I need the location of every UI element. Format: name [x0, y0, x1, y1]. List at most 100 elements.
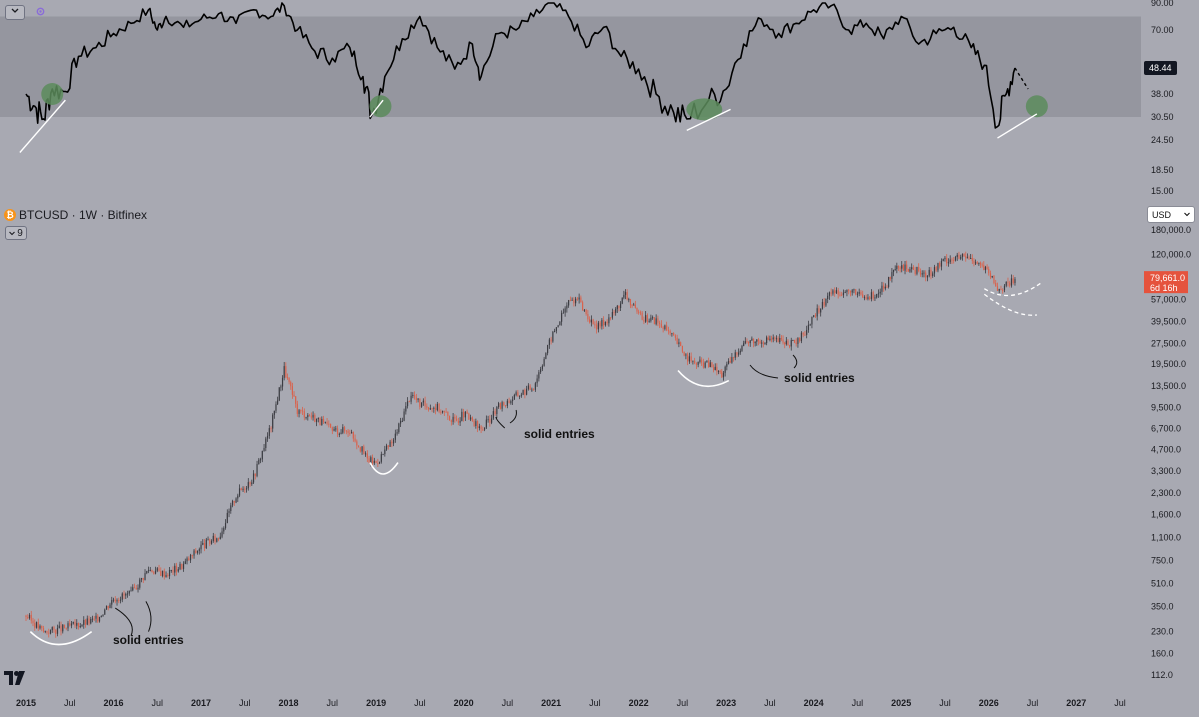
candle-body [571, 299, 573, 301]
candle-body [328, 423, 330, 425]
candle-body [464, 411, 466, 418]
candle-body [477, 421, 479, 429]
candle-body [604, 321, 606, 326]
symbol-title[interactable]: ₿ BTCUSD · 1W · Bitfinex [4, 208, 147, 222]
candle-body [641, 312, 643, 320]
candle-body [821, 301, 824, 309]
candle-body [678, 342, 680, 345]
candle-body [345, 430, 347, 432]
candle-body [147, 570, 150, 572]
candle-body [441, 410, 444, 413]
candle-body [463, 411, 465, 418]
candle-body [335, 428, 337, 430]
candle-body [126, 593, 129, 595]
rsi-last-value-label: 48.44 [1149, 63, 1172, 73]
settings-gear-icon[interactable] [35, 6, 46, 17]
candle-body [555, 327, 557, 332]
candle-body [266, 435, 269, 439]
candle-body [252, 473, 255, 483]
candle-body [179, 563, 181, 570]
candle-body [550, 339, 552, 342]
candle-body [736, 352, 738, 355]
candle-body [527, 385, 529, 389]
candle-body [70, 623, 73, 626]
candle-body [434, 407, 437, 411]
currency-select[interactable]: USD [1147, 206, 1195, 223]
candle-body [799, 338, 801, 342]
candle-body [1010, 278, 1013, 286]
rsi-band [0, 16, 1141, 117]
candle-body [759, 341, 761, 344]
candle-body [119, 599, 122, 601]
candle-body [315, 418, 318, 422]
candle-body [619, 303, 622, 308]
candle-body [657, 318, 659, 323]
candle-body [301, 410, 304, 412]
candle-body [906, 264, 908, 269]
candle-body [322, 418, 325, 422]
candle-body [438, 403, 440, 412]
candle-body [501, 402, 503, 409]
candle-body [300, 410, 302, 412]
candle-body [482, 429, 484, 431]
candle-body [273, 410, 275, 415]
candle-body [329, 423, 332, 428]
candle-body [237, 495, 239, 499]
candle-body [566, 305, 568, 309]
candle-body [251, 482, 253, 485]
candle-body [629, 299, 632, 306]
candle-body [104, 609, 106, 615]
rsi-axis-tick-label: 18.50 [1151, 165, 1174, 175]
candle-body [53, 627, 55, 630]
collapse-pane-button[interactable] [5, 5, 25, 20]
candle-body [226, 512, 228, 524]
candle-body [513, 394, 515, 400]
candle-body [835, 290, 838, 294]
candle-body [818, 308, 820, 313]
tradingview-logo-icon[interactable] [4, 671, 28, 685]
time-axis-tick-label: 2024 [804, 698, 824, 708]
candle-body [135, 588, 137, 590]
candle-body [717, 371, 720, 373]
candle-body [533, 389, 535, 391]
candle-body [697, 361, 699, 365]
candle-body [889, 277, 891, 279]
candle-body [615, 309, 617, 313]
candle-body [181, 563, 183, 569]
candle-body [856, 293, 859, 295]
candle-body [214, 535, 216, 542]
candle-body [90, 619, 92, 624]
annotation-arrow [509, 409, 517, 424]
candle-body [749, 340, 751, 344]
candle-body [734, 352, 736, 358]
rsi-series-line [25, 2, 1016, 129]
candle-body [699, 359, 701, 362]
candle-body [998, 289, 1000, 291]
candle-body [371, 457, 374, 464]
price-axis-tick-label: 27,500.0 [1151, 338, 1186, 348]
candle-body [986, 266, 988, 270]
candle-body [385, 445, 388, 450]
candle-body [534, 383, 536, 390]
candle-body [519, 395, 521, 397]
candle-body [726, 363, 728, 367]
candle-body [384, 449, 386, 455]
candle-body [738, 352, 740, 355]
time-axis-tick-label: Jul [677, 698, 689, 708]
rsi-trend-line [997, 113, 1038, 139]
candle-body [806, 329, 808, 335]
candle-body [926, 275, 929, 278]
candle-body [541, 365, 543, 370]
candle-body [224, 523, 227, 529]
candle-body [109, 604, 111, 609]
price-axis-tick-label: 9,500.0 [1151, 402, 1181, 412]
candle-body [217, 538, 220, 540]
candle-body [153, 572, 155, 574]
candle-body [939, 263, 941, 267]
candle-body [650, 317, 652, 321]
candle-body [709, 362, 711, 368]
indicators-toggle-button[interactable]: 9 [5, 226, 27, 240]
candle-body [352, 431, 354, 439]
candle-body [254, 473, 256, 476]
